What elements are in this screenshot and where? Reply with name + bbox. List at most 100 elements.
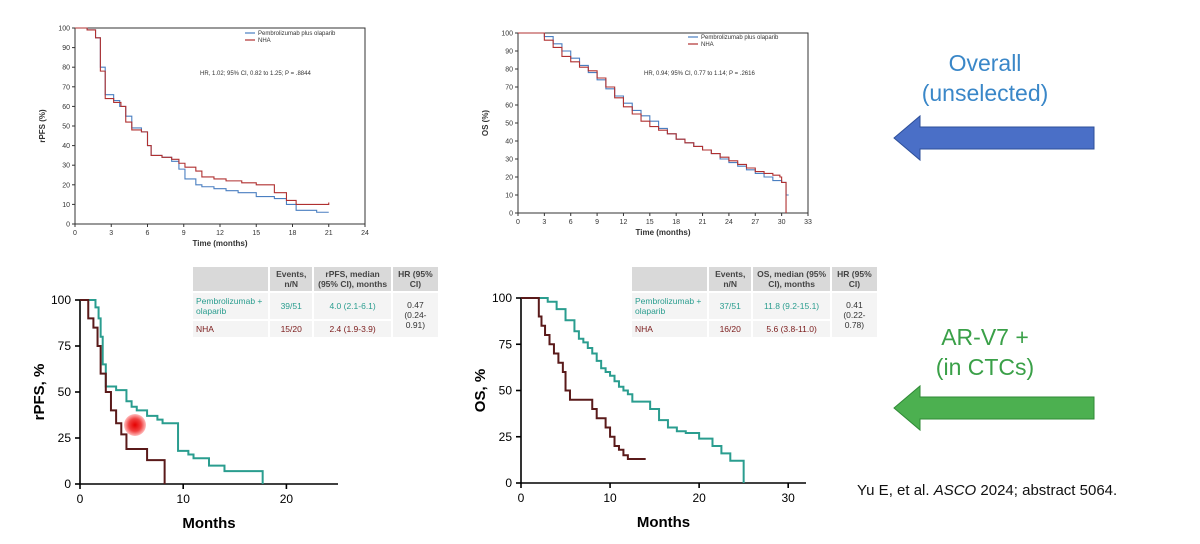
hr-annotation: HR, 0.94; 95% CI, 0.77 to 1.14; P = .261…: [644, 71, 755, 77]
x-tick-label: 27: [751, 219, 759, 226]
y-tick-label: 70: [505, 85, 513, 92]
citation-post: 2024; abstract 5064.: [976, 482, 1118, 499]
x-tick-label: 12: [216, 230, 224, 237]
x-tick-label: 20: [692, 491, 706, 505]
series-line-nha: [75, 27, 330, 205]
overall-label-line1: Overall: [948, 50, 1022, 76]
y-tick-label: 0: [66, 222, 70, 229]
legend-label: NHA: [701, 42, 714, 48]
x-tick-label: 0: [73, 230, 77, 237]
y-tick-label: 0: [509, 211, 513, 218]
y-tick-label: 90: [62, 45, 70, 52]
arv7-label: AR-V7 + (in CTCs): [905, 322, 1065, 382]
rpfs-table: Events, n/N rPFS, median (95% CI), month…: [190, 267, 438, 337]
y-tick-label: 80: [505, 67, 513, 74]
x-tick-label: 18: [289, 230, 297, 237]
table-cell: 16/20: [707, 319, 753, 337]
table-cell: 37/51: [707, 291, 753, 320]
overall-label: Overall (unselected): [905, 48, 1065, 108]
y-tick-label: 25: [58, 431, 72, 445]
y-tick-label: 10: [62, 202, 70, 209]
y-tick-label: 75: [499, 337, 513, 351]
series-line-pembrolizumab: [521, 297, 745, 483]
table-row: NHA 15/20 2.4 (1.9-3.9): [190, 319, 438, 337]
series-line-nha: [80, 299, 166, 484]
table-cell: 2.4 (1.9-3.9): [312, 319, 392, 337]
arv7-label-line1: AR-V7 +: [941, 324, 1029, 350]
x-tick-label: 24: [725, 219, 733, 226]
table-cell: 39/51: [268, 291, 314, 320]
table-cell: 5.6 (3.8-11.0): [751, 319, 831, 337]
x-tick-label: 3: [542, 219, 546, 226]
os-table: Events, n/N OS, median (95% CI), months …: [629, 267, 877, 337]
series-line-pembrolizumab: [80, 299, 264, 484]
y-tick-label: 50: [62, 124, 70, 131]
citation-journal: ASCO: [933, 482, 977, 499]
y-tick-label: 50: [505, 121, 513, 128]
x-tick-label: 20: [280, 492, 294, 506]
y-tick-label: 100: [501, 31, 513, 38]
table-header: OS, median (95% CI), months: [751, 267, 831, 292]
x-tick-label: 10: [177, 492, 191, 506]
y-tick-label: 100: [492, 291, 512, 305]
x-tick-label: 9: [595, 219, 599, 226]
table-cell: 11.8 (9.2-15.1): [751, 291, 831, 320]
table-cell-hr: 0.47 (0.24-0.91): [390, 291, 438, 337]
table-cell: NHA: [190, 319, 270, 337]
table-header: Events, n/N: [268, 267, 314, 292]
table-cell: 15/20: [268, 319, 314, 337]
table-cell-hr: 0.41 (0.22-0.78): [829, 291, 877, 337]
y-tick-label: 25: [499, 430, 513, 444]
table-cell: NHA: [629, 319, 709, 337]
table-header: HR (95% CI): [390, 267, 438, 292]
x-axis-label: Time (months): [636, 228, 691, 237]
blue-left-arrow: [893, 114, 1095, 162]
x-tick-label: 3: [109, 230, 113, 237]
y-tick-label: 70: [62, 84, 70, 91]
y-tick-label: 100: [58, 26, 70, 33]
table-cell: Pembrolizumab + olaparib: [629, 291, 709, 320]
green-left-arrow: [893, 384, 1095, 432]
y-axis-label: OS, %: [472, 369, 489, 412]
table-row: Pembrolizumab + olaparib 37/51 11.8 (9.2…: [629, 291, 877, 337]
y-tick-label: 30: [505, 157, 513, 164]
y-tick-label: 20: [505, 175, 513, 182]
table-cell: 4.0 (2.1-6.1): [312, 291, 392, 320]
x-tick-label: 30: [782, 491, 796, 505]
x-tick-label: 6: [569, 219, 573, 226]
bottom-left-rpfs-chart: 0 10 20 0 25 50 75 100 Months rPFS, %: [31, 293, 338, 532]
y-axis-label: rPFS, %: [31, 364, 48, 421]
x-tick-label: 24: [361, 230, 369, 237]
y-tick-label: 30: [62, 163, 70, 170]
hr-annotation: HR, 1.02; 95% CI, 0.82 to 1.25; P = .884…: [200, 71, 311, 77]
x-tick-label: 9: [182, 230, 186, 237]
y-tick-label: 0: [64, 477, 71, 491]
series-line-pembrolizumab: [518, 32, 789, 196]
legend-label: Pembrolizumab plus olaparib: [258, 31, 336, 37]
x-tick-label: 15: [646, 219, 654, 226]
plot-frame: [517, 32, 809, 214]
table-cell: Pembrolizumab + olaparib: [190, 291, 270, 320]
table-header: [629, 267, 709, 292]
table-header: [190, 267, 270, 292]
x-tick-label: 0: [518, 491, 525, 505]
plot-frame: [74, 27, 366, 225]
x-axis-label: Months: [182, 515, 235, 532]
citation: Yu E, et al. ASCO 2024; abstract 5064.: [857, 482, 1117, 499]
legend-label: Pembrolizumab plus olaparib: [701, 35, 779, 41]
x-tick-label: 12: [620, 219, 628, 226]
table-header: Events, n/N: [707, 267, 753, 292]
y-tick-label: 60: [62, 104, 70, 111]
y-tick-label: 100: [51, 293, 71, 307]
x-axis-label: Months: [637, 514, 690, 531]
series-line-nha: [518, 32, 787, 213]
y-tick-label: 0: [505, 476, 512, 490]
x-tick-label: 6: [146, 230, 150, 237]
y-axis-label: rPFS (%): [38, 109, 47, 143]
y-tick-label: 80: [62, 65, 70, 72]
x-tick-label: 21: [325, 230, 333, 237]
x-tick-label: 0: [77, 492, 84, 506]
y-tick-label: 40: [62, 143, 70, 150]
table-header: HR (95% CI): [829, 267, 877, 292]
red-pointer-spot: [124, 414, 146, 436]
